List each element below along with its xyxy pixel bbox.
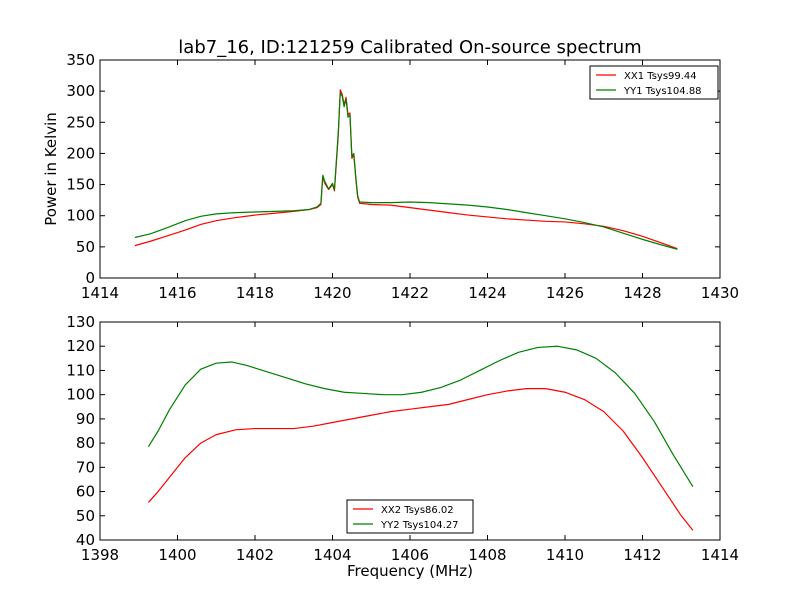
y-tick-label: 130 (66, 313, 95, 331)
x-tick-label: 1414 (81, 284, 119, 302)
x-tick-label: 1430 (701, 284, 739, 302)
x-tick-label: 1410 (546, 546, 584, 564)
x-tick-label: 1400 (158, 546, 196, 564)
y-tick-label: 80 (76, 434, 95, 452)
y-tick-label: 50 (76, 238, 95, 256)
y-tick-label: 200 (66, 144, 95, 162)
y-tick-label: 100 (66, 207, 95, 225)
legend-label: XX2 Tsys86.02 (381, 505, 454, 516)
legend-label: YY2 Tsys104.27 (380, 520, 459, 531)
x-tick-label: 1406 (391, 546, 429, 564)
y-tick-label: 300 (66, 82, 95, 100)
y-tick-label: 150 (66, 176, 95, 194)
legend: XX2 Tsys86.02 YY2 Tsys104.27 (346, 499, 474, 534)
y-tick-label: 90 (76, 410, 95, 428)
y-tick-label: 0 (85, 269, 95, 287)
legend-label: YY1 Tsys104.88 (623, 86, 702, 97)
x-tick-label: 1418 (236, 284, 274, 302)
x-tick-label: 1428 (623, 284, 661, 302)
y-tick-label: 350 (66, 51, 95, 69)
x-tick-label: 1402 (236, 546, 274, 564)
legend-label: XX1 Tsys99.44 (624, 71, 697, 82)
y-tick-label: 250 (66, 113, 95, 131)
y-tick-label: 50 (76, 507, 95, 525)
series-line-xx2 (147, 388, 694, 531)
y-tick-label: 120 (66, 337, 95, 355)
x-tick-label: 1422 (391, 284, 429, 302)
x-axis-title: Frequency (MHz) (347, 562, 473, 580)
x-tick-label: 1426 (546, 284, 584, 302)
x-tick-label: 1408 (468, 546, 506, 564)
y-tick-label: 70 (76, 458, 95, 476)
x-tick-label: 1416 (158, 284, 196, 302)
y-tick-label: 110 (66, 361, 95, 379)
y-axis-title: Power in Kelvin (42, 112, 60, 226)
x-tick-label: 1424 (468, 284, 506, 302)
bottom-panel: 1398 1400 1402 1404 1406 1408 1410 1412 1414 40 50… (66, 313, 739, 580)
x-tick-label: 1404 (313, 546, 351, 564)
y-tick-label: 100 (66, 386, 95, 404)
legend: XX1 Tsys99.44 YY1 Tsys104.88 (589, 65, 719, 100)
x-tick-label: 1412 (623, 546, 661, 564)
y-tick-label: 40 (76, 531, 95, 549)
series-line-yy2 (147, 345, 694, 488)
legend-box (589, 65, 719, 100)
x-tick-label: 1420 (313, 284, 351, 302)
series-line-yy1 (134, 92, 678, 250)
legend-box (346, 499, 474, 534)
x-tick-label: 1398 (81, 546, 119, 564)
x-tick-label: 1414 (701, 546, 739, 564)
top-panel: 1414 1416 1418 1420 1422 1424 1426 1428 1430 0 50 1… (42, 51, 739, 302)
y-tick-label: 60 (76, 483, 95, 501)
figure-title: lab7_16, ID:121259 Calibrated On-source … (178, 37, 641, 58)
